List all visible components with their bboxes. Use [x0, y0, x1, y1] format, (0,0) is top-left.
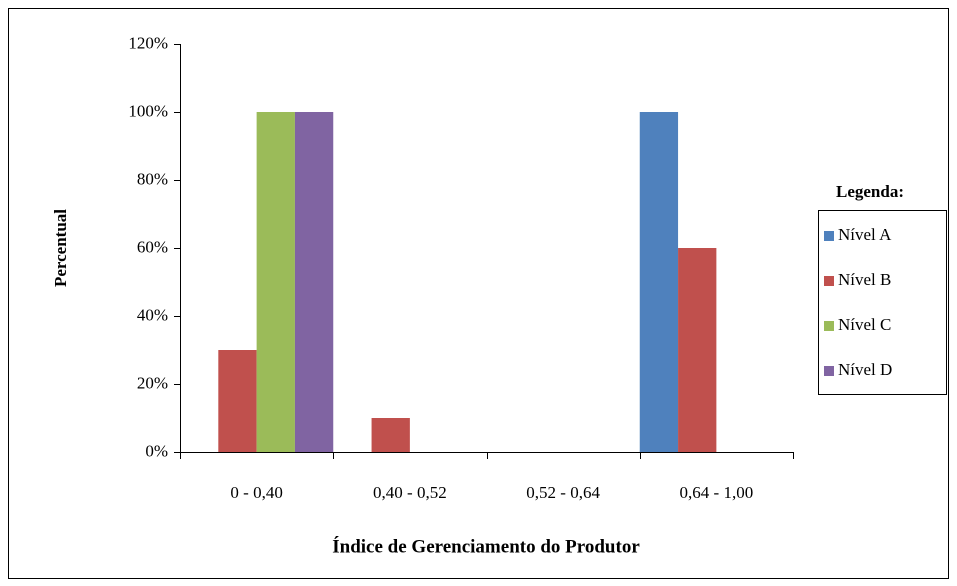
y-tick-label: 120%	[128, 33, 168, 52]
bar	[678, 248, 717, 452]
y-tick-label: 0%	[145, 441, 168, 460]
legend-swatch	[824, 276, 834, 286]
legend-label: Nível D	[838, 360, 892, 379]
legend-label: Nível B	[838, 270, 891, 289]
y-tick-label: 60%	[137, 237, 168, 256]
legend-box	[818, 210, 947, 395]
y-tick-label: 100%	[128, 101, 168, 120]
bar	[256, 112, 295, 452]
legend-title: Legenda:	[836, 182, 904, 201]
y-tick-label: 40%	[137, 305, 168, 324]
y-tick-label: 20%	[137, 373, 168, 392]
legend-swatch	[824, 366, 834, 376]
bar	[371, 418, 410, 452]
x-tick-label: 0 - 0,40	[230, 483, 282, 502]
legend-swatch	[824, 231, 834, 241]
chart-border	[8, 8, 949, 579]
x-tick-label: 0,52 - 0,64	[526, 483, 600, 502]
bar	[639, 112, 679, 452]
legend-swatch	[824, 321, 834, 331]
bar	[218, 350, 257, 452]
x-axis-title: Índice de Gerenciamento do Produtor	[332, 535, 640, 557]
x-tick-label: 0,40 - 0,52	[373, 483, 447, 502]
y-tick-label: 80%	[137, 169, 168, 188]
legend-label: Nível A	[838, 225, 892, 244]
y-axis-title: Percentual	[51, 209, 70, 287]
bar	[294, 112, 334, 452]
x-tick-label: 0,64 - 1,00	[680, 483, 754, 502]
legend-label: Nível C	[838, 315, 891, 334]
